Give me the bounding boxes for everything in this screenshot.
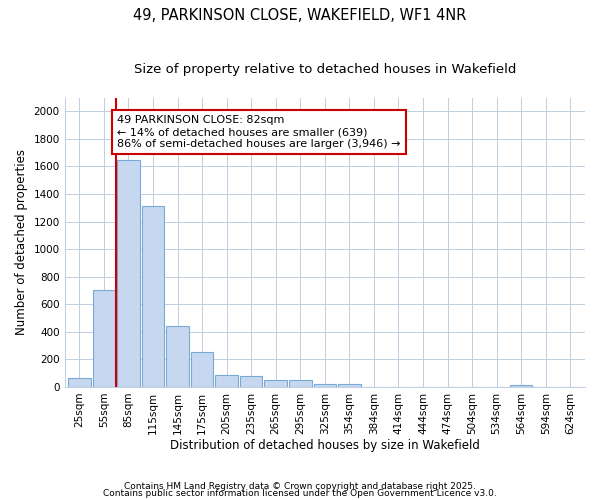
- Bar: [166, 326, 189, 387]
- Bar: [510, 385, 532, 387]
- Bar: [191, 352, 214, 387]
- Text: Contains public sector information licensed under the Open Government Licence v3: Contains public sector information licen…: [103, 489, 497, 498]
- Bar: [240, 376, 262, 387]
- Bar: [68, 378, 91, 387]
- Bar: [142, 206, 164, 387]
- X-axis label: Distribution of detached houses by size in Wakefield: Distribution of detached houses by size …: [170, 440, 480, 452]
- Bar: [314, 384, 336, 387]
- Bar: [265, 380, 287, 387]
- Text: 49, PARKINSON CLOSE, WAKEFIELD, WF1 4NR: 49, PARKINSON CLOSE, WAKEFIELD, WF1 4NR: [133, 8, 467, 22]
- Text: Contains HM Land Registry data © Crown copyright and database right 2025.: Contains HM Land Registry data © Crown c…: [124, 482, 476, 491]
- Bar: [215, 374, 238, 387]
- Bar: [289, 380, 311, 387]
- Title: Size of property relative to detached houses in Wakefield: Size of property relative to detached ho…: [134, 62, 516, 76]
- Text: 49 PARKINSON CLOSE: 82sqm
← 14% of detached houses are smaller (639)
86% of semi: 49 PARKINSON CLOSE: 82sqm ← 14% of detac…: [118, 116, 401, 148]
- Bar: [92, 290, 115, 387]
- Bar: [117, 160, 140, 387]
- Y-axis label: Number of detached properties: Number of detached properties: [15, 149, 28, 335]
- Bar: [338, 384, 361, 387]
